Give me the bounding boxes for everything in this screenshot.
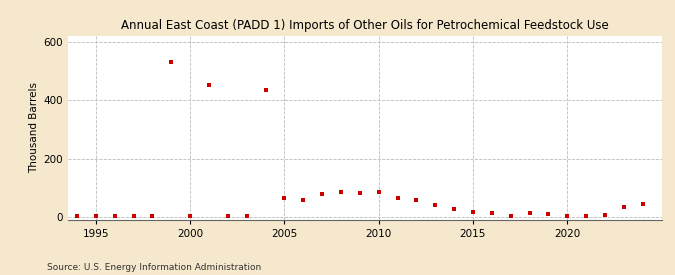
Point bbox=[53, 214, 63, 219]
Point bbox=[373, 190, 384, 194]
Point bbox=[392, 196, 403, 200]
Y-axis label: Thousand Barrels: Thousand Barrels bbox=[29, 82, 39, 173]
Point bbox=[618, 205, 629, 210]
Title: Annual East Coast (PADD 1) Imports of Other Oils for Petrochemical Feedstock Use: Annual East Coast (PADD 1) Imports of Ot… bbox=[121, 19, 608, 32]
Text: Source: U.S. Energy Information Administration: Source: U.S. Energy Information Administ… bbox=[47, 263, 261, 272]
Point bbox=[562, 214, 572, 218]
Point bbox=[354, 191, 365, 195]
Point bbox=[279, 196, 290, 200]
Point bbox=[166, 60, 177, 64]
Point bbox=[90, 214, 101, 219]
Point bbox=[317, 191, 327, 196]
Point bbox=[109, 214, 120, 218]
Point bbox=[580, 214, 591, 218]
Point bbox=[298, 198, 308, 202]
Point bbox=[543, 212, 554, 216]
Point bbox=[241, 214, 252, 219]
Point bbox=[449, 207, 460, 211]
Point bbox=[487, 211, 497, 216]
Point bbox=[599, 213, 610, 217]
Point bbox=[72, 214, 82, 219]
Point bbox=[506, 214, 516, 219]
Point bbox=[524, 211, 535, 216]
Point bbox=[128, 214, 139, 218]
Point bbox=[468, 210, 479, 214]
Point bbox=[147, 214, 158, 218]
Point bbox=[260, 88, 271, 92]
Point bbox=[204, 83, 215, 88]
Point bbox=[222, 214, 233, 218]
Point bbox=[185, 214, 196, 218]
Point bbox=[335, 190, 346, 194]
Point bbox=[637, 202, 648, 207]
Point bbox=[411, 198, 422, 202]
Point bbox=[430, 203, 441, 208]
